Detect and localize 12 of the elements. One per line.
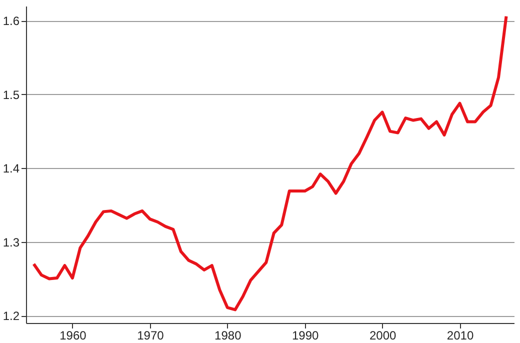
x-tick-label: 1980 (214, 328, 242, 342)
y-tick-label: 1.3 (2, 235, 20, 250)
x-tick-label: 1970 (137, 328, 164, 342)
x-tick-label: 2000 (369, 328, 396, 342)
y-tick-label: 1.6 (2, 14, 20, 28)
y-tick-label: 1.2 (2, 309, 20, 324)
x-tick-label: 1990 (292, 328, 320, 342)
y-tick-label: 1.4 (2, 162, 20, 176)
y-tick-label: 1.5 (2, 88, 20, 102)
line-series (32, 14, 508, 312)
x-tick-label: 1960 (60, 328, 87, 342)
x-tick-label: 2010 (446, 328, 474, 342)
